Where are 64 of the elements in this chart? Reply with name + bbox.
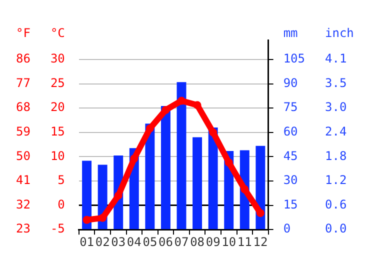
y-tick-label: 5 <box>58 173 65 188</box>
point <box>224 158 233 167</box>
y-tick-label: 20 <box>50 100 65 114</box>
x-tick-label: 12 <box>253 234 268 249</box>
y3-tick-label: 32 <box>16 197 30 212</box>
y3-tick-label: 86 <box>16 52 30 66</box>
y2-axis-title: mm <box>283 26 298 40</box>
y2-tick-label: 0 <box>283 222 291 236</box>
y2-tick-label: 60 <box>283 124 298 138</box>
y-axis-title: °C <box>50 26 65 40</box>
text: 3.5 <box>325 76 347 90</box>
x-tick-label: 07 <box>174 234 189 249</box>
x-tick-label: 09 <box>206 234 220 249</box>
y3-tick-label: 23 <box>16 222 30 236</box>
x-tick-label: 03 <box>111 234 126 249</box>
bar <box>192 137 202 230</box>
point <box>162 106 170 114</box>
y2-tick-label: 75 <box>283 100 298 114</box>
x-tick-label: 06 <box>158 234 173 249</box>
y-tick-label: -5 <box>50 222 65 236</box>
y3-tick-label: 68 <box>16 100 30 114</box>
y2-tick-label: 90 <box>283 76 298 90</box>
y-tick-label: 10 <box>50 148 65 163</box>
y-tick-label: 30 <box>50 52 65 66</box>
y3-tick-label: 41 <box>16 173 30 188</box>
x-tick-label: 10 <box>222 234 236 249</box>
x-tick-label: 01 <box>80 234 94 249</box>
text: 1.2 <box>325 173 347 188</box>
text: 2.4 <box>325 124 347 138</box>
text: 1.8 <box>325 148 347 163</box>
point <box>114 192 122 200</box>
point <box>256 209 264 218</box>
text: 0.0 <box>325 222 347 236</box>
x-tick-label: 11 <box>237 234 252 249</box>
bar <box>82 160 92 230</box>
text: 3.0 <box>325 100 347 114</box>
bar <box>176 82 186 230</box>
y-tick-label: 0 <box>58 197 65 212</box>
point <box>146 124 154 132</box>
point <box>193 101 202 110</box>
x-tick-label: 05 <box>142 234 158 249</box>
text: 0.6 <box>325 197 347 212</box>
text: 4.1 <box>325 52 347 66</box>
y3-axis-title: °F <box>16 26 30 40</box>
point <box>82 216 91 224</box>
x-tick-label: 04 <box>126 234 142 249</box>
x-tick-label: 08 <box>190 234 205 249</box>
point <box>209 128 218 136</box>
y3-tick-label: 59 <box>16 124 30 138</box>
y3-tick-label: 50 <box>16 148 30 163</box>
y2-tick-label: 30 <box>283 173 298 188</box>
point <box>130 154 138 163</box>
y-tick-label: 25 <box>50 76 65 90</box>
point <box>178 96 186 105</box>
x-tick-label: 02 <box>95 234 110 249</box>
y3-tick-label: 77 <box>16 76 30 90</box>
point <box>98 214 107 222</box>
y2-tick-label: 45 <box>283 148 298 163</box>
bar <box>160 106 170 230</box>
point <box>240 185 249 194</box>
y2-tick-label: 15 <box>283 197 298 212</box>
text: inch <box>325 26 354 40</box>
y2-tick-label: 105 <box>283 52 306 66</box>
y-tick-label: 15 <box>50 124 65 138</box>
